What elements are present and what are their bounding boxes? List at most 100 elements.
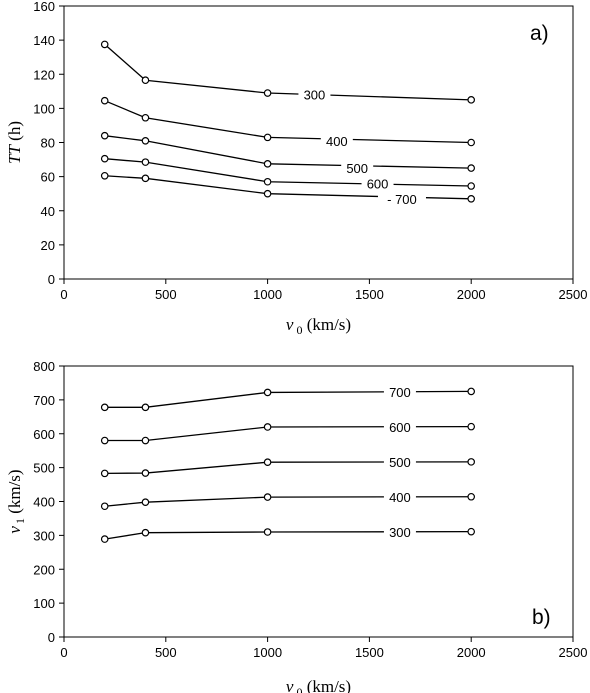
data-point xyxy=(467,182,476,190)
series-label-bg xyxy=(383,384,416,401)
y-tick-label: 600 xyxy=(33,427,55,442)
data-point xyxy=(100,131,109,140)
series-label-bg xyxy=(383,523,416,540)
data-point xyxy=(141,113,150,122)
series-label-bg xyxy=(298,86,331,103)
series-label-bg xyxy=(341,160,374,177)
x-tick-label: 1000 xyxy=(253,645,282,660)
series-label: 400 xyxy=(389,490,411,505)
series-500: 500 xyxy=(100,131,476,177)
data-point xyxy=(141,136,150,145)
series-600: 600 xyxy=(100,154,476,192)
y-tick-label: 80 xyxy=(41,136,55,151)
data-point xyxy=(100,469,109,478)
y-tick-label: 200 xyxy=(33,562,55,577)
y-tick-label: 100 xyxy=(33,596,55,611)
data-point xyxy=(141,158,150,166)
x-tick-label: 500 xyxy=(155,287,177,302)
series-600: 600 xyxy=(100,418,476,445)
series-700: - 700 xyxy=(100,171,476,207)
data-point xyxy=(263,493,272,501)
data-point xyxy=(263,388,272,397)
data-point xyxy=(467,164,476,172)
x-tick-label: 0 xyxy=(60,287,67,302)
series-label-bg xyxy=(383,489,416,506)
series-label: 400 xyxy=(326,134,348,149)
data-point xyxy=(100,535,109,543)
y-tick-label: 400 xyxy=(33,495,55,510)
y-tick-label: 120 xyxy=(33,67,55,82)
data-point xyxy=(467,387,476,396)
y-tick-label: 700 xyxy=(33,393,55,408)
data-point xyxy=(141,528,150,537)
series-500: 500 xyxy=(100,454,476,478)
y-tick-label: 140 xyxy=(33,33,55,48)
data-point xyxy=(141,174,150,183)
series-line xyxy=(104,390,472,408)
data-point xyxy=(467,422,476,431)
series-line xyxy=(104,461,472,475)
series-label: 600 xyxy=(389,420,411,435)
x-tick-label: 2000 xyxy=(457,645,486,660)
data-point xyxy=(467,195,476,203)
chart-panel-a: 0 500 1000 1500 2000 2500 0 20 40 60 80 100 120 140 16… xyxy=(5,0,587,337)
data-point xyxy=(100,436,109,445)
x-tick-label: 2000 xyxy=(457,287,486,302)
data-point xyxy=(100,502,109,511)
y-tick-label: 800 xyxy=(33,359,55,374)
data-point xyxy=(100,96,109,105)
series-line xyxy=(104,496,472,507)
data-point xyxy=(263,189,272,198)
series-400: 400 xyxy=(100,489,476,511)
y-tick-label: 20 xyxy=(41,238,55,253)
series-label: 700 xyxy=(389,385,411,400)
y-axis-label: TT (h) xyxy=(5,121,24,164)
data-point xyxy=(467,458,476,466)
panel-label: b) xyxy=(532,606,551,629)
series-label: 500 xyxy=(346,161,368,176)
series-line xyxy=(104,158,472,187)
y-tick-label: 60 xyxy=(41,170,55,185)
chart-panel-b: 0 500 1000 1500 2000 2500 0 100 200 300 400 500 600 7… xyxy=(5,359,587,693)
series-label: 500 xyxy=(389,455,411,470)
data-point xyxy=(263,423,272,431)
series-line xyxy=(104,43,472,101)
series-label-bg xyxy=(320,132,353,149)
series-400: 400 xyxy=(100,96,476,149)
x-tick-label: 1500 xyxy=(355,645,384,660)
series-label: - 700 xyxy=(387,192,417,207)
plot-frame xyxy=(63,365,574,638)
data-point xyxy=(467,527,476,536)
data-point xyxy=(263,89,272,97)
data-point xyxy=(263,177,272,186)
data-point xyxy=(141,436,150,445)
data-point xyxy=(100,40,109,49)
data-point xyxy=(467,492,476,501)
series-line xyxy=(104,100,472,144)
series-label-bg xyxy=(377,190,426,207)
y-axis-label: v1 (km/s) xyxy=(5,469,27,533)
data-point xyxy=(141,469,150,477)
series-label-bg xyxy=(383,454,416,471)
series-label: 300 xyxy=(389,525,411,540)
x-tick-label: 1000 xyxy=(253,287,282,302)
data-point xyxy=(467,138,476,147)
data-point xyxy=(100,154,109,163)
data-point xyxy=(141,498,150,506)
series-line xyxy=(104,175,472,200)
series-line xyxy=(104,425,472,442)
series-line xyxy=(104,530,472,540)
y-tick-label: 0 xyxy=(48,630,55,645)
series-label: 300 xyxy=(304,88,326,103)
panel-label: a) xyxy=(530,22,549,45)
y-tick-label: 100 xyxy=(33,101,55,116)
series-300: 300 xyxy=(100,523,476,543)
data-point xyxy=(100,171,109,180)
series-label-bg xyxy=(383,418,416,435)
x-tick-label: 500 xyxy=(155,645,177,660)
data-point xyxy=(141,76,150,85)
plot-frame xyxy=(63,5,574,280)
